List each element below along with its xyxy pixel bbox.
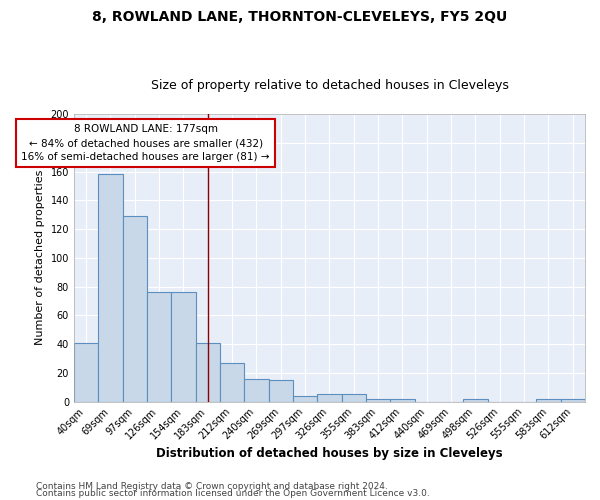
Bar [122,216,147,402]
Bar [317,394,341,402]
Bar [463,398,488,402]
Bar [196,342,220,402]
Y-axis label: Number of detached properties: Number of detached properties [35,170,45,346]
Bar [560,398,585,402]
Bar [293,396,317,402]
Title: Size of property relative to detached houses in Cleveleys: Size of property relative to detached ho… [151,79,508,92]
Bar [147,292,171,402]
Text: 8 ROWLAND LANE: 177sqm
← 84% of detached houses are smaller (432)
16% of semi-de: 8 ROWLAND LANE: 177sqm ← 84% of detached… [22,124,270,162]
Bar [74,342,98,402]
Bar [391,398,415,402]
Text: Contains HM Land Registry data © Crown copyright and database right 2024.: Contains HM Land Registry data © Crown c… [36,482,388,491]
Text: Contains public sector information licensed under the Open Government Licence v3: Contains public sector information licen… [36,490,430,498]
Bar [98,174,122,402]
Bar [220,363,244,402]
Bar [536,398,560,402]
Bar [171,292,196,402]
Text: 8, ROWLAND LANE, THORNTON-CLEVELEYS, FY5 2QU: 8, ROWLAND LANE, THORNTON-CLEVELEYS, FY5… [92,10,508,24]
Bar [244,378,269,402]
X-axis label: Distribution of detached houses by size in Cleveleys: Distribution of detached houses by size … [156,447,503,460]
Bar [366,398,391,402]
Bar [341,394,366,402]
Bar [269,380,293,402]
